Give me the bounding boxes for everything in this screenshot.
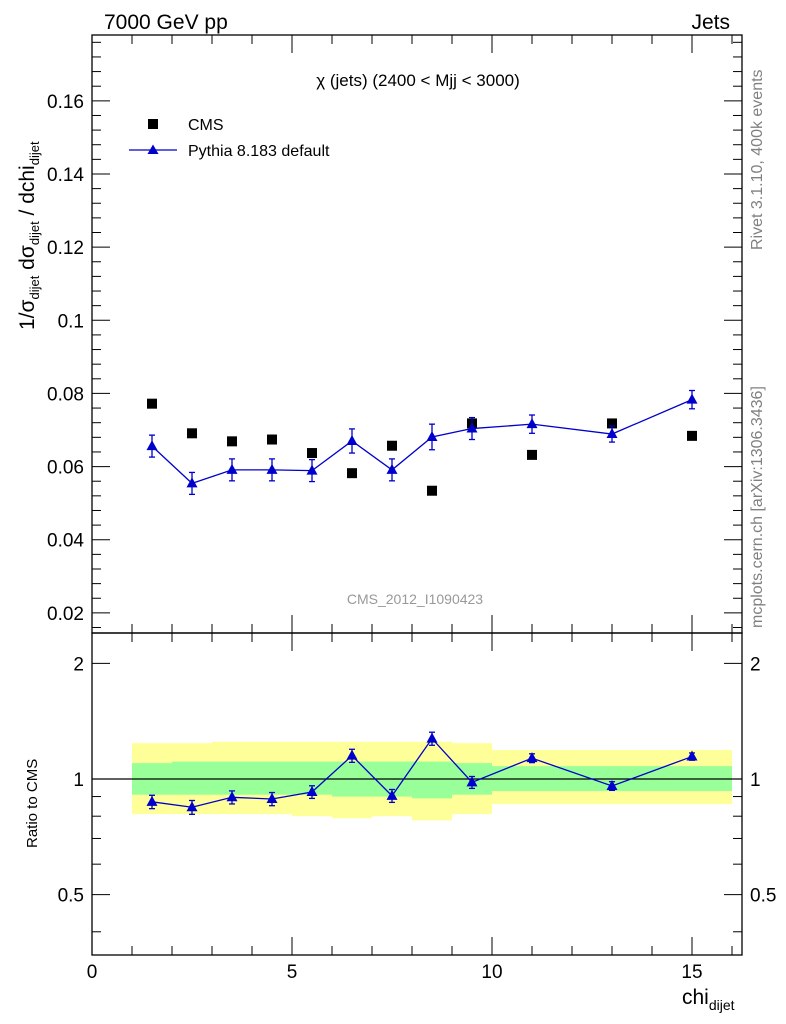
ratio-panel-content [92,731,742,821]
cms-point [527,449,537,460]
ratio-pythia-point [146,795,158,806]
pythia-line [151,399,693,485]
ratio-pythia-point [306,785,318,796]
y-axis-label-ratio: Ratio to CMS [24,759,41,848]
ratio-panel-frame [91,632,743,956]
band-inner-3 [252,761,292,795]
pythia-point [266,463,278,474]
ratio-ytick-label-right: 2 [750,654,761,675]
mcplots-label: mcplots.cern.ch [arXiv:1306.3436] [749,386,766,628]
band-inner-2 [212,761,252,795]
legend: CMS Pythia 8.183 default [129,117,330,160]
main-ytick-label: 0.04 [47,531,84,552]
ratio-pythia-point [606,779,618,790]
ratio-ytick-label-left: 2 [73,654,84,675]
xtick-label: 10 [481,962,502,983]
cms-point [307,448,317,459]
ratio-pythia-point [266,792,278,803]
ratio-ytick-label-left: 0.5 [58,886,84,907]
xtick-label: 15 [681,962,702,983]
band-inner-7 [412,761,452,799]
ratio-pythia-point [526,752,538,763]
legend-label-pythia: Pythia 8.183 default [188,143,330,160]
cms-point [187,428,197,439]
cms-point [267,434,277,445]
header-left: 7000 GeV pp [104,11,228,34]
ratio-pythia-line [151,737,693,808]
ratio-ytick-label-right: 0.5 [750,886,776,907]
ratio-pythia-point [466,776,478,787]
main-ytick-label: 0.06 [47,458,84,479]
legend-marker-cms [148,119,158,129]
pythia-point [306,464,318,475]
xtick-label: 5 [287,962,298,983]
xtick-label: 0 [87,962,98,983]
cms-point [687,430,697,441]
header-right: Jets [691,11,730,34]
plot-marks: 0.02 0.04 0.06 0.08 0.1 0.12 0.14 0.16 0.5 0.5 1 1 2… [47,34,776,983]
cms-point [147,398,157,409]
ratio-panel: Ratio to CMS chidijet [24,731,742,1013]
main-ytick-label: 0.02 [47,604,84,625]
ratio-pythia-point [186,801,198,812]
rivet-label: Rivet 3.1.10, 400k events [749,69,766,250]
y-axis-label-main: 1/σdijet dσdijet / dchidijet [16,141,42,330]
pythia-point [186,477,198,488]
pythia-point [426,430,438,441]
pythia-point [466,422,478,433]
ratio-pythia-point [226,791,238,802]
chart-title: χ (jets) (2400 < Mjj < 3000) [316,71,520,90]
legend-label-cms: CMS [188,117,224,134]
pythia-point [606,428,618,439]
main-ytick-label: 0.14 [47,165,84,186]
main-panel-content [146,389,698,496]
band-inner-1 [172,761,212,795]
pythia-point [226,463,238,474]
main-ytick-label: 0.08 [47,384,84,405]
cms-point [427,485,437,496]
ratio-ytick-label-right: 1 [750,770,761,791]
pythia-point [686,393,698,404]
cms-point [347,468,357,479]
ratio-ytick-label-left: 1 [73,770,84,791]
cms-point [227,436,237,447]
pythia-point [526,418,538,429]
analysis-watermark: CMS_2012_I1090423 [347,591,483,607]
main-ytick-label: 0.12 [47,238,84,259]
x-axis-label: chidijet [682,986,735,1013]
pythia-point [146,440,158,451]
cms-point [387,440,397,451]
pythia-point [346,434,358,445]
ratio-pythia-point [686,750,698,761]
main-ytick-label: 0.1 [58,311,84,332]
main-ytick-label: 0.16 [47,92,84,113]
ratio-pythia-point [346,749,358,760]
cms-point [607,418,617,429]
ratio-pythia-point [426,732,438,743]
ratio-pythia-point [386,789,398,800]
pythia-point [386,463,398,474]
legend-marker-pythia [147,144,159,154]
main-panel: χ (jets) (2400 < Mjj < 3000) CMS_2012_I1… [16,71,698,607]
